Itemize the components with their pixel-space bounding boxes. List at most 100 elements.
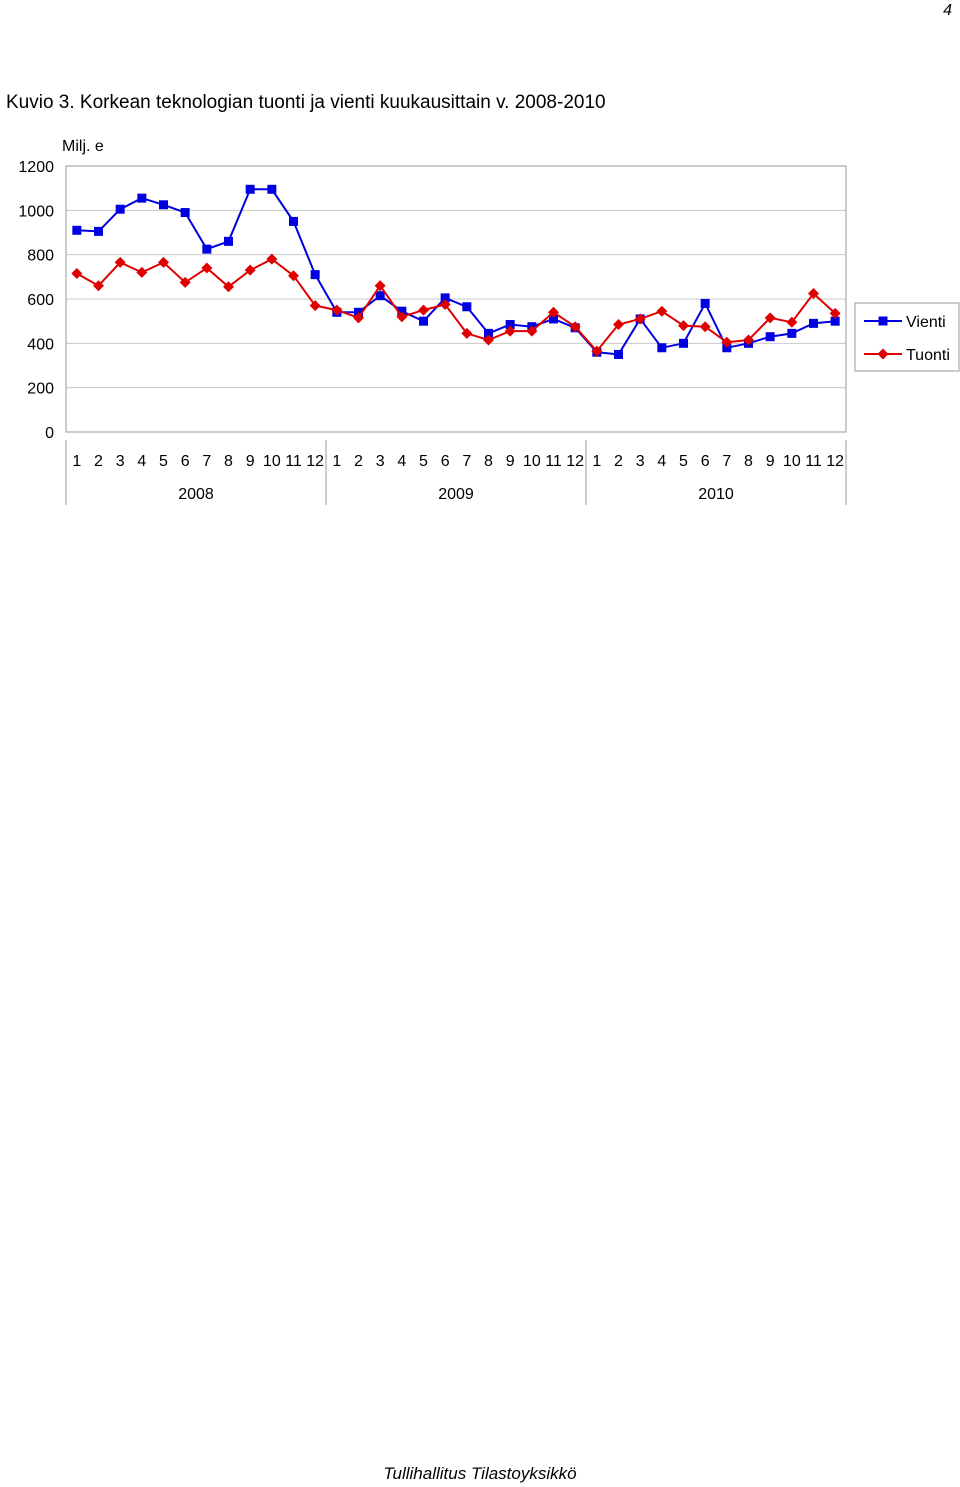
data-point <box>396 311 408 323</box>
data-point <box>439 299 451 311</box>
x-tick-label: 11 <box>545 453 562 470</box>
data-point <box>830 316 840 326</box>
x-group-label: 2010 <box>698 486 734 503</box>
data-point <box>353 312 364 324</box>
data-point <box>829 307 841 319</box>
data-point <box>878 316 888 326</box>
x-tick-label: 3 <box>116 453 125 470</box>
x-tick-label: 9 <box>506 453 515 470</box>
data-point <box>93 280 104 292</box>
data-point <box>786 316 798 328</box>
data-point <box>289 216 298 226</box>
x-tick-label: 8 <box>484 453 493 470</box>
x-tick-label: 9 <box>246 453 255 470</box>
data-point <box>179 276 191 288</box>
y-tick-label: 1200 <box>18 159 54 176</box>
x-tick-label: 5 <box>679 453 688 470</box>
data-point <box>765 332 775 342</box>
data-point <box>331 304 343 316</box>
data-point <box>266 253 278 265</box>
data-point <box>71 268 83 280</box>
data-point <box>267 184 277 194</box>
data-point <box>877 348 889 360</box>
y-tick-label: 1000 <box>18 203 54 220</box>
data-point <box>721 336 733 348</box>
y-axis-label: Milj. e <box>62 138 104 155</box>
x-tick-label: 12 <box>306 453 324 470</box>
series-tuonti <box>71 253 841 357</box>
x-tick-label: 4 <box>397 453 406 470</box>
data-point <box>354 307 363 317</box>
x-tick-label: 10 <box>263 453 281 470</box>
data-point <box>180 208 190 218</box>
data-point <box>72 225 82 235</box>
series <box>71 184 841 359</box>
legend-item: Tuonti <box>864 347 950 364</box>
x-tick-label: 6 <box>701 453 710 470</box>
data-point <box>419 316 428 326</box>
x-tick-label: 4 <box>137 453 146 470</box>
data-point <box>244 264 256 276</box>
data-point <box>657 343 667 353</box>
x-tick-label: 11 <box>805 453 822 470</box>
x-tick-label: 10 <box>783 453 801 470</box>
legend: Vienti Tuonti <box>854 302 960 372</box>
series-line <box>76 188 836 356</box>
data-point <box>418 304 429 316</box>
data-point <box>614 349 623 359</box>
data-point <box>136 266 148 278</box>
figure-title: Kuvio 3. Korkean teknologian tuonti ja v… <box>6 92 606 113</box>
x-tick-label: 1 <box>592 453 601 470</box>
data-point <box>201 262 213 274</box>
legend-label: Vienti <box>906 314 946 331</box>
data-point <box>808 287 819 299</box>
data-point <box>310 270 320 280</box>
data-point <box>245 184 255 194</box>
data-point <box>94 226 103 236</box>
y-tick-label: 0 <box>45 425 54 442</box>
data-point <box>549 314 558 324</box>
data-point <box>787 328 797 338</box>
data-point <box>569 321 581 333</box>
footer-text: Tullihallitus Tilastoyksikkö <box>383 1464 577 1483</box>
x-tick-label: 1 <box>72 453 81 470</box>
x-tick-label: 2 <box>354 453 363 470</box>
data-point <box>114 256 126 268</box>
data-point <box>483 334 494 346</box>
x-tick-label: 2 <box>94 453 103 470</box>
x-tick-label: 12 <box>826 453 844 470</box>
data-point <box>397 306 407 316</box>
data-point <box>504 325 516 337</box>
x-tick-label: 5 <box>159 453 168 470</box>
y-tick-label: 200 <box>27 381 54 398</box>
data-point <box>613 318 624 330</box>
data-point <box>656 305 668 317</box>
data-point <box>484 328 493 338</box>
x-tick-label: 11 <box>285 453 302 470</box>
data-point <box>115 204 125 214</box>
x-tick-label: 9 <box>766 453 775 470</box>
data-point <box>809 318 818 328</box>
x-tick-label: 4 <box>657 453 666 470</box>
y-tick-label: 600 <box>27 292 54 309</box>
data-point <box>440 293 450 303</box>
legend-box <box>854 302 960 372</box>
y-tick-label: 400 <box>27 336 54 353</box>
data-point <box>548 306 559 318</box>
data-point <box>678 320 689 332</box>
data-point <box>591 345 603 357</box>
legend-item: Vienti <box>864 314 946 331</box>
data-point <box>679 338 688 348</box>
x-tick-label: 1 <box>332 453 341 470</box>
data-point <box>224 236 233 246</box>
data-point <box>158 256 169 268</box>
gridlines <box>66 209 846 389</box>
data-point <box>722 343 732 353</box>
series-vienti <box>72 184 840 359</box>
series-line <box>76 257 836 353</box>
y-tick-label: 800 <box>27 248 54 265</box>
data-point <box>764 312 776 324</box>
data-point <box>223 281 234 293</box>
page-number: 4 <box>943 2 952 19</box>
x-tick-label: 10 <box>523 453 541 470</box>
